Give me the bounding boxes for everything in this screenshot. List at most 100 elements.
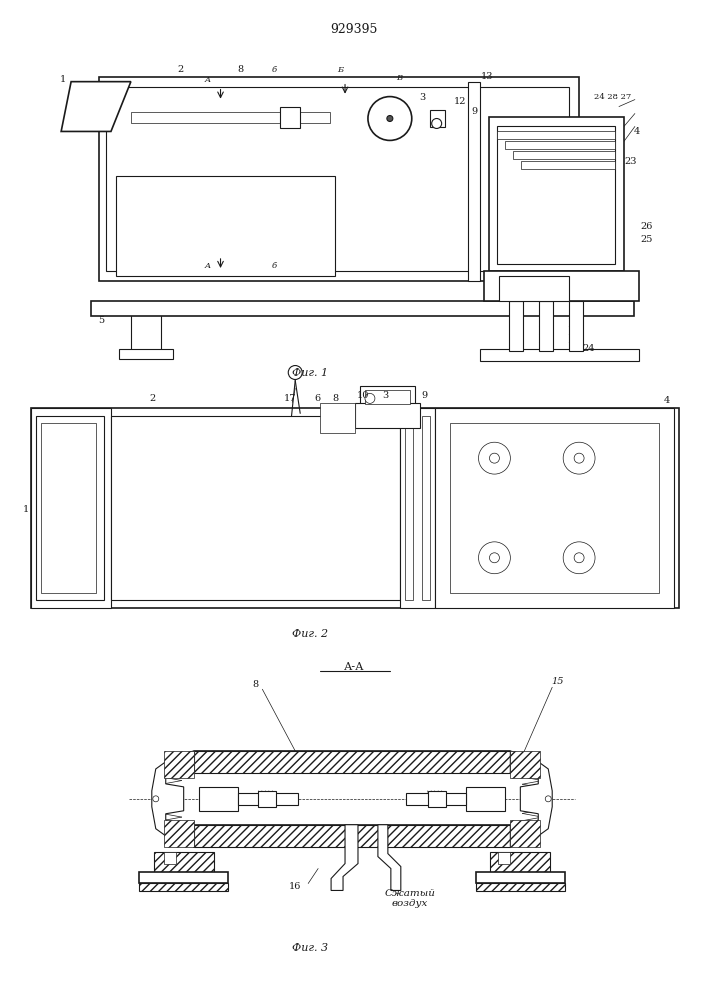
Bar [400, 408, 435, 608]
Bar [355, 403, 420, 428]
Polygon shape [331, 825, 358, 890]
Polygon shape [152, 751, 194, 847]
Text: Сжатый
воздух: Сжатый воздух [385, 889, 436, 908]
Text: 3: 3 [382, 391, 388, 400]
Text: 6: 6 [314, 394, 320, 403]
Text: Фиг. 3: Фиг. 3 [292, 943, 328, 953]
Text: 16: 16 [289, 882, 301, 891]
Circle shape [563, 442, 595, 474]
Text: Фиг. 1: Фиг. 1 [292, 368, 328, 378]
Bar [479, 349, 639, 361]
Circle shape [288, 366, 302, 379]
Polygon shape [99, 77, 579, 281]
Text: 1: 1 [23, 505, 30, 514]
Bar [164, 751, 194, 778]
Bar [498, 131, 615, 139]
Bar [498, 126, 615, 264]
Bar [238, 793, 298, 805]
Circle shape [387, 116, 393, 121]
Text: 10: 10 [357, 391, 369, 400]
Polygon shape [61, 82, 131, 131]
Text: 24 28 27: 24 28 27 [595, 93, 631, 101]
Polygon shape [510, 751, 552, 847]
Circle shape [153, 796, 159, 802]
Text: 12: 12 [453, 97, 466, 106]
Bar [489, 117, 624, 271]
Bar [139, 872, 228, 883]
Text: А-А: А-А [344, 662, 364, 672]
Circle shape [574, 553, 584, 563]
Circle shape [563, 542, 595, 574]
Bar [465, 787, 506, 811]
Text: 15: 15 [551, 677, 563, 686]
Circle shape [489, 553, 499, 563]
Circle shape [545, 796, 551, 802]
Bar [258, 791, 276, 807]
Bar [539, 301, 553, 351]
Text: 8: 8 [332, 394, 338, 403]
Bar [360, 386, 415, 408]
Bar [194, 825, 510, 847]
Text: 5: 5 [98, 316, 104, 325]
Text: 2: 2 [177, 65, 184, 74]
Bar [36, 416, 104, 600]
Bar [498, 852, 510, 864]
Circle shape [574, 453, 584, 463]
Bar [154, 852, 214, 872]
Text: B: B [396, 74, 402, 82]
Bar [513, 151, 615, 159]
Text: 8: 8 [252, 680, 259, 689]
Bar [116, 176, 335, 276]
Bar [510, 820, 540, 847]
Circle shape [489, 453, 499, 463]
Bar [139, 883, 228, 891]
Bar [506, 141, 615, 149]
Bar [194, 751, 510, 773]
Circle shape [432, 119, 442, 128]
Bar [450, 423, 659, 593]
Text: 26: 26 [641, 222, 653, 231]
Bar [41, 423, 96, 593]
Bar [422, 416, 430, 600]
Text: 3: 3 [419, 93, 426, 102]
Bar [491, 852, 550, 872]
Text: 1: 1 [60, 75, 66, 84]
Text: 24: 24 [583, 344, 595, 353]
Circle shape [479, 442, 510, 474]
Bar [510, 751, 540, 778]
Bar [31, 408, 679, 608]
Text: 2: 2 [150, 394, 156, 403]
Text: 4: 4 [664, 396, 670, 405]
Bar [476, 883, 565, 891]
Bar [164, 852, 176, 864]
Bar [406, 793, 465, 805]
Circle shape [365, 393, 375, 403]
Text: 13: 13 [481, 72, 493, 81]
Text: б: б [271, 262, 277, 270]
Text: 23: 23 [625, 157, 637, 166]
Bar [119, 349, 173, 359]
Bar [484, 271, 639, 301]
Text: 9: 9 [421, 391, 428, 400]
Bar [428, 791, 445, 807]
Bar [569, 301, 583, 351]
Bar [405, 416, 413, 600]
Circle shape [479, 542, 510, 574]
Bar [365, 390, 410, 404]
Text: 9: 9 [472, 107, 478, 116]
Circle shape [368, 97, 411, 140]
Bar [476, 872, 565, 883]
Text: 8: 8 [238, 65, 243, 74]
Bar [430, 110, 445, 127]
Text: Б: Б [337, 66, 343, 74]
Text: 25: 25 [641, 235, 653, 244]
Bar [91, 301, 634, 316]
Polygon shape [378, 825, 401, 890]
Bar [435, 408, 674, 608]
Bar [467, 82, 479, 281]
Text: 929395: 929395 [330, 23, 378, 36]
Bar [320, 403, 355, 433]
Text: A: A [204, 262, 211, 270]
Text: A: A [204, 76, 211, 84]
Bar [164, 820, 194, 847]
